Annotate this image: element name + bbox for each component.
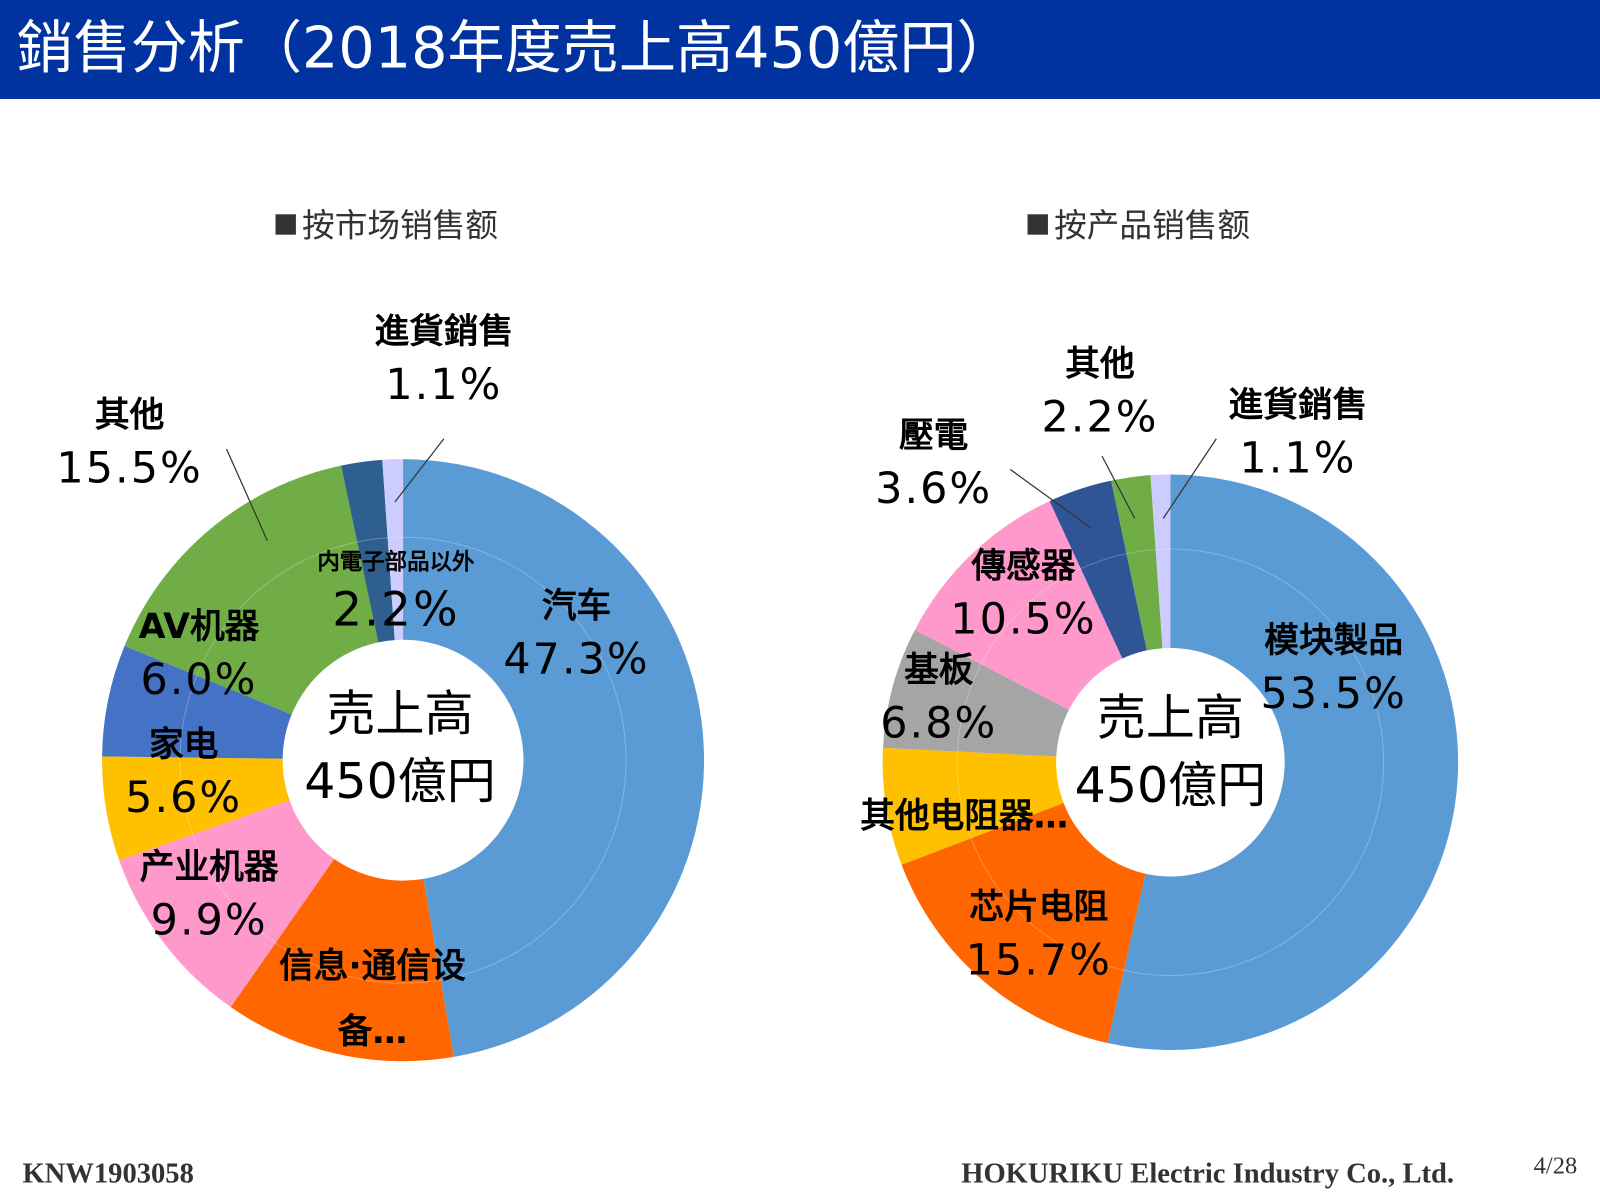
center-label-product: 売上高 450億円: [1074, 689, 1267, 815]
document-id: KNW1903058: [22, 1158, 194, 1190]
label-trading: 進貨銷售 1.1%: [374, 311, 514, 410]
slice-0-6: [341, 459, 395, 643]
slide-title: 銷售分析（2018年度売上高450億円）: [16, 15, 1014, 82]
slice-1-0: [1107, 474, 1459, 1050]
leader-line: [1101, 455, 1136, 519]
label-other-product: 其他 2.2%: [1041, 343, 1159, 442]
label-trading-product: 進貨銷售 1.1%: [1228, 384, 1368, 483]
label-appliance: 家电 5.6%: [125, 724, 243, 823]
chart-title-market: 按市场销售额: [275, 200, 498, 247]
inner-ring-divider: [956, 548, 1385, 977]
label-other-resistor: 其他电阻器…: [860, 795, 1069, 837]
page-number: 4/28: [1533, 1153, 1578, 1180]
slice-0-4: [102, 645, 292, 759]
square-bullet-icon: [275, 214, 296, 235]
label-piezo: 壓電 3.6%: [875, 415, 993, 514]
label-info-comm: 信息·通信设备…: [279, 945, 466, 1053]
slice-0-0: [403, 459, 705, 1057]
title-bar: 銷售分析（2018年度売上高450億円）: [0, 0, 1600, 99]
label-sensor: 傳感器 10.5%: [950, 545, 1097, 644]
chart-title-market-text: 按市场销售额: [302, 206, 498, 245]
slice-1-3: [883, 629, 1069, 757]
slice-0-1: [230, 858, 454, 1062]
slice-0-5: [124, 465, 379, 715]
slice-1-7: [1150, 474, 1171, 649]
slice-1-4: [914, 501, 1123, 710]
square-bullet-icon: [1027, 214, 1048, 235]
leader-line: [1009, 468, 1093, 530]
slice-0-7: [382, 459, 404, 641]
label-chip-resistor: 芯片电阻 15.7%: [965, 886, 1112, 985]
label-module: 模块製品 53.5%: [1260, 620, 1407, 719]
slice-0-3: [102, 756, 290, 861]
label-auto: 汽车 47.3%: [503, 585, 650, 684]
center-label-market: 売上高 450億円: [304, 685, 496, 811]
leader-line: [225, 448, 268, 542]
slice-0-2: [119, 800, 335, 1008]
label-non-electronic: 内電子部品以外 2.2%: [317, 549, 475, 637]
slice-1-2: [882, 747, 1064, 865]
chart-title-product: 按产品销售额: [1027, 200, 1251, 247]
leader-line: [1162, 438, 1217, 519]
label-other: 其他 15.5%: [56, 394, 203, 493]
chart-title-product-text: 按产品销售额: [1054, 206, 1251, 245]
slice-1-6: [1111, 475, 1163, 651]
slice-1-1: [901, 802, 1146, 1044]
slice-1-5: [1049, 480, 1147, 659]
leader-line: [394, 438, 445, 503]
label-substrate: 基板 6.8%: [880, 649, 998, 748]
inner-ring-divider: [179, 536, 627, 984]
label-industrial: 产业机器 9.9%: [139, 846, 279, 945]
label-av: AV机器 6.0%: [138, 606, 260, 705]
company-name: HOKURIKU Electric Industry Co., Ltd.: [961, 1158, 1455, 1190]
